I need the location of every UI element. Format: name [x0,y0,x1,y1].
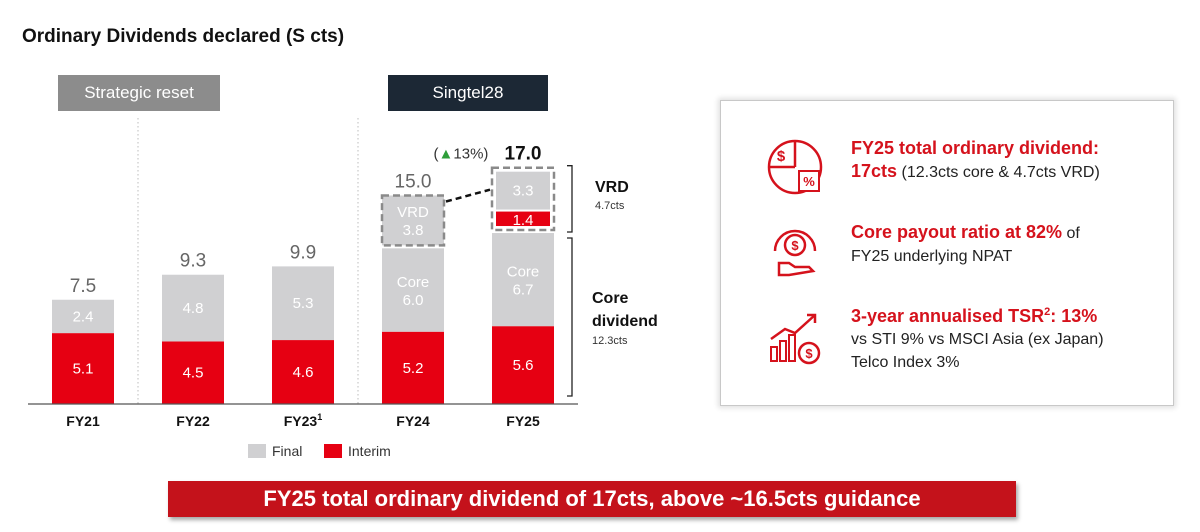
category-label-fy23: FY231 [284,412,322,429]
vrd-interim-value-fy25: 1.4 [513,212,534,229]
vrd-bracket-label: VRD [595,179,629,196]
final-value-label: 4.8 [183,300,204,317]
chart-title: Ordinary Dividends declared (S cts) [22,26,345,47]
vrd-bracket-sub: 4.7cts [595,200,625,212]
final-prefix-label: Core [507,264,540,281]
bar-final-fy24 [382,248,444,332]
total-label-fy25: 17.0 [505,144,542,165]
legend-final-swatch [248,444,266,458]
tsr-heading: 3-year annualised TSR [851,306,1045,326]
core-bracket-label1: Core [592,290,629,307]
growth-label: (▲13%) [434,146,489,163]
bar-interim-fy21 [52,333,114,404]
tsr-comparison-1: vs STI 9% vs MSCI Asia (ex Japan) [851,331,1104,348]
vrd-interim-fy25 [496,211,550,227]
singtel28-tag: Singtel28 [388,75,548,111]
bar-final-fy21 [52,299,114,334]
bar-interim-fy24 [382,331,444,404]
total-label-fy21: 7.5 [70,276,96,297]
highlights-panel: $ % FY25 total ordinary dividend: 17cts … [720,100,1174,406]
total-dividend-detail: (12.3cts core & 4.7cts VRD) [901,164,1100,181]
summary-banner: FY25 total ordinary dividend of 17cts, a… [168,481,1016,517]
payout-ratio-detail: FY25 underlying NPAT [851,248,1013,265]
growth-label-part: ( [434,146,439,163]
growth-label-part: ▲ [439,146,454,163]
tsr-footnote: 2 [1044,306,1051,318]
category-label-fy21: FY21 [66,413,100,429]
vrd-box-fy24 [380,194,446,247]
bar-final-fy22 [162,274,224,342]
dividend-bar-chart: 5.12.4FY214.54.8FY224.65.3FY2315.2Core6.… [28,118,658,429]
final-value-label: 6.7 [513,282,534,299]
bar-interim-fy25 [492,326,554,404]
highlight-total-dividend: FY25 total ordinary dividend: 17cts (12.… [851,137,1171,184]
highlight-payout-ratio: Core payout ratio at 82% of FY25 underly… [851,221,1171,268]
tsr-comparison-2: Telco Index 3% [851,354,960,371]
final-value-label: 2.4 [73,308,94,325]
total-dividend-heading: FY25 total ordinary dividend: [851,138,1100,158]
interim-value-label: 4.5 [183,365,204,382]
svg-text:$: $ [805,346,813,361]
bar-final-fy25 [492,233,554,327]
final-value-label: 5.3 [293,295,314,312]
highlight-tsr: 3-year annualised TSR2: 13% vs STI 9% vs… [851,301,1171,374]
category-label-fy25: FY25 [506,413,540,429]
interim-value-label: 5.1 [73,361,94,378]
vrd-final-fy25 [496,171,550,210]
strategic-reset-tag: Strategic reset [58,75,220,111]
payout-ratio-heading: Core payout ratio at 82% [851,222,1063,242]
legend-interim-label: Interim [348,443,391,459]
bar-interim-fy22 [162,341,224,404]
core-bracket-label2: dividend [592,313,658,330]
category-label-fy22: FY22 [176,413,210,429]
legend-interim: Interim [324,443,391,459]
vrd-value-fy24: 3.8 [403,222,424,239]
growth-connector [445,188,491,203]
interim-value-label: 5.6 [513,357,534,374]
total-label-fy22: 9.3 [180,251,206,272]
bar-interim-fy23 [272,340,334,404]
legend-final-label: Final [272,443,303,459]
svg-text:$: $ [791,238,799,253]
core-bracket-sub: 12.3cts [592,335,628,347]
dividend-pie-icon: $ % [767,139,823,195]
total-dividend-value: 17cts [851,161,898,181]
money-bag-hand-icon: $ [773,229,817,277]
vrd-bracket [567,165,573,233]
legend-interim-swatch [324,444,342,458]
legend-final: Final [248,443,302,459]
interim-value-label: 4.6 [293,364,314,381]
growth-label-part: 13%) [453,146,488,163]
bar-final-fy23 [272,266,334,341]
svg-text:%: % [803,174,815,189]
tsr-value: : 13% [1050,306,1098,326]
vrd-final-value-fy25: 3.3 [513,183,534,200]
vrd-label-fy24: VRD [397,204,429,221]
total-label-fy23: 9.9 [290,242,316,263]
final-prefix-label: Core [397,274,430,291]
total-label-fy24: 15.0 [395,172,432,193]
core-bracket [567,237,573,397]
category-label-fy24: FY24 [396,413,430,429]
final-value-label: 6.0 [403,292,424,309]
category-footnote: 1 [317,412,322,422]
svg-text:$: $ [777,148,786,165]
interim-value-label: 5.2 [403,360,424,377]
growth-chart-icon: $ [770,313,821,365]
payout-ratio-of: of [1066,225,1080,242]
